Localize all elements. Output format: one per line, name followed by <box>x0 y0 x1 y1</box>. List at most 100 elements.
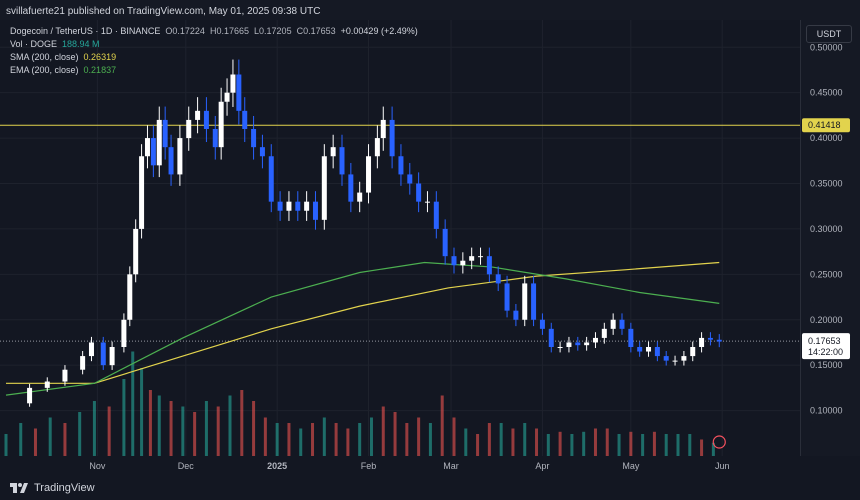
price-axis-labels: 0.50000 0.45000 0.40000 0.35000 0.30000 0.250… <box>802 42 850 416</box>
candle-body <box>236 74 242 111</box>
candle-body <box>513 310 519 320</box>
chart-legend: Dogecoin / TetherUS · 1D · BINANCE O0.17… <box>10 25 418 77</box>
volume-bar <box>204 401 208 456</box>
candle-body <box>242 110 248 129</box>
volume-bar <box>511 428 515 456</box>
candle-body <box>133 228 139 275</box>
time-tick-label: Feb <box>361 461 377 471</box>
candle-body <box>407 174 413 184</box>
candle-body <box>690 347 696 357</box>
volume-bar <box>546 434 550 456</box>
volume-bar <box>676 434 680 456</box>
candle-body <box>304 201 310 211</box>
candle-body <box>88 342 94 357</box>
volume-bar <box>582 431 586 456</box>
time-axis[interactable]: Nov Dec 2025 Feb Mar Apr May Jun <box>0 456 800 476</box>
candle-body <box>539 319 545 329</box>
sma-value: 0.26319 <box>83 52 117 62</box>
legend-ema-row[interactable]: EMA (200, close) 0.21837 <box>10 64 418 77</box>
candle-body <box>195 110 201 120</box>
candle-body <box>478 256 484 258</box>
legend-volume-row[interactable]: Vol · DOGE 188.94 M <box>10 38 418 51</box>
volume-bar <box>169 401 173 456</box>
price-tick-label: 0.30000 <box>810 224 843 234</box>
volume-bar <box>63 423 67 456</box>
ema-value: 0.21837 <box>83 65 117 75</box>
alert-marker-icon <box>712 435 726 449</box>
candle-body <box>380 119 386 139</box>
candle-body <box>100 342 106 366</box>
candle-body <box>628 328 634 347</box>
price-tick-label: 0.40000 <box>810 133 843 143</box>
candle-body <box>460 260 466 266</box>
candle-body <box>592 337 598 343</box>
time-tick-label: Dec <box>178 461 195 471</box>
ohlc-close: C0.17653 <box>296 26 336 36</box>
candle-body <box>663 356 669 361</box>
volume-value: 188.94 M <box>62 39 100 49</box>
candle-body <box>62 369 68 382</box>
publisher-line: svillafuerte21 published on TradingView.… <box>6 6 321 17</box>
price-tick-label: 0.10000 <box>810 406 843 416</box>
candle-body <box>366 156 372 193</box>
candle-body <box>156 119 162 166</box>
candle-body <box>681 356 687 361</box>
price-tick-label: 0.20000 <box>810 315 843 325</box>
symbol-label[interactable]: Dogecoin / TetherUS · 1D · BINANCE <box>10 26 161 36</box>
price-tick-label: 0.25000 <box>810 269 843 279</box>
candle-body <box>504 283 510 311</box>
candle-body <box>495 274 501 284</box>
volume-bar <box>440 395 444 456</box>
ohlc-high: H0.17665 <box>209 26 250 36</box>
currency-button[interactable]: USDT <box>806 25 852 43</box>
legend-sma-row[interactable]: SMA (200, close) 0.26319 <box>10 51 418 64</box>
volume-bar <box>228 395 232 456</box>
volume-bar <box>216 406 220 456</box>
candle-body <box>144 138 150 157</box>
candle-body <box>203 110 209 129</box>
candle-body <box>27 387 33 404</box>
tradingview-brand[interactable]: TradingView <box>10 482 95 494</box>
brand-name: TradingView <box>34 482 95 494</box>
candle-body <box>389 119 395 157</box>
price-chart <box>0 20 800 456</box>
volume-bar <box>499 423 503 456</box>
resistance-price-tag <box>802 118 850 133</box>
candle-body <box>451 256 457 266</box>
volume-bar <box>641 434 645 456</box>
volume-bar <box>417 417 421 456</box>
candle-body <box>224 92 230 102</box>
candle-body <box>312 201 318 220</box>
candle-body <box>295 201 301 211</box>
volume-bar <box>405 423 409 456</box>
candle-body <box>139 156 145 229</box>
plot-area[interactable] <box>0 20 801 457</box>
volume-bar <box>140 368 144 456</box>
candle-body <box>601 328 607 338</box>
volume-bar <box>688 434 692 456</box>
price-axis[interactable]: 0.50000 0.45000 0.40000 0.35000 0.30000 0.250… <box>800 20 860 456</box>
volume-bar <box>287 423 291 456</box>
candle-body <box>286 201 292 211</box>
candle-body <box>127 274 133 320</box>
candle-body <box>486 256 492 275</box>
volume-bar <box>78 412 82 456</box>
volume-bar <box>570 434 574 456</box>
candle-body <box>168 147 174 175</box>
volume-bar <box>148 390 152 456</box>
candle-body <box>646 347 652 352</box>
candle-body <box>398 156 404 175</box>
candle-body <box>584 342 590 346</box>
price-tick-label: 0.45000 <box>810 88 843 98</box>
volume-bar <box>19 423 23 456</box>
last-price-label: 0.17653 <box>808 336 841 346</box>
volume-bar <box>263 417 267 456</box>
volume-bar <box>334 423 338 456</box>
volume-bar <box>322 417 326 456</box>
volume-bar <box>700 439 704 456</box>
candle-body <box>557 347 563 348</box>
candle-body <box>433 201 439 229</box>
volume-bar <box>605 428 609 456</box>
candle-body <box>121 319 127 347</box>
volume-bar <box>131 351 135 456</box>
